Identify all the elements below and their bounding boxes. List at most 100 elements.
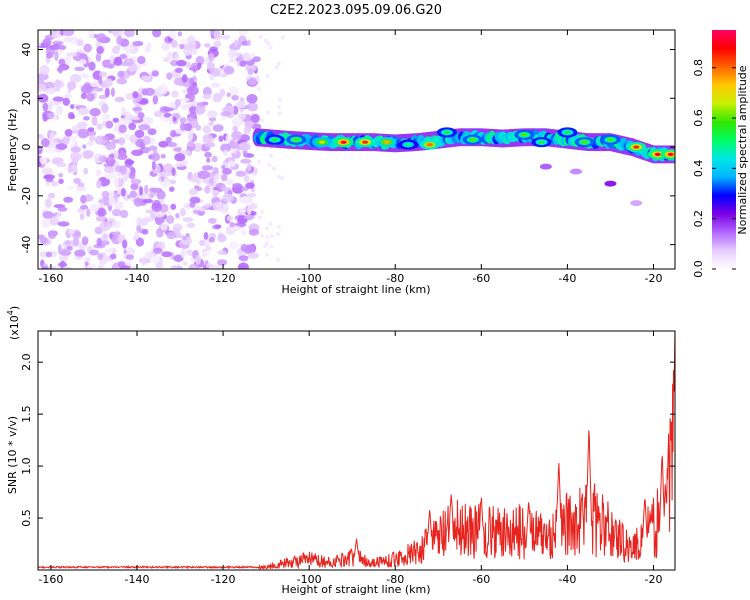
heatmap-cell xyxy=(235,170,246,177)
heatmap-cell xyxy=(244,214,255,220)
heatmap-cell xyxy=(38,145,42,151)
heatmap-cell xyxy=(107,189,115,199)
heatmap-cell xyxy=(134,230,140,240)
heatmap-cell xyxy=(73,231,81,237)
heatmap-cell xyxy=(43,174,55,180)
heatmap-cell xyxy=(58,45,67,50)
heatmap-cell xyxy=(147,128,157,136)
heatmap-cell xyxy=(179,208,186,217)
heatmap-cell xyxy=(161,251,173,258)
heatmap-cell xyxy=(208,116,217,122)
heatmap-cell xyxy=(113,200,123,210)
heatmap-cell xyxy=(56,213,61,220)
heatmap-cell xyxy=(204,141,216,148)
heatmap-cell xyxy=(188,188,199,196)
colorbar-gradient xyxy=(712,30,736,269)
heatmap-cell xyxy=(132,41,140,47)
heatmap-cell xyxy=(64,128,73,137)
heatmap-cell xyxy=(163,163,174,174)
heatmap-cell xyxy=(156,190,166,200)
heatmap-cell xyxy=(179,117,187,124)
heatmap-cell xyxy=(201,251,211,256)
heatmap-cell xyxy=(74,66,85,72)
heatmap-cell xyxy=(144,87,155,96)
heatmap-cell xyxy=(54,50,59,61)
heatmap-cell xyxy=(202,125,212,134)
heatmap-cell xyxy=(246,94,258,104)
heatmap-cell xyxy=(264,252,269,257)
heatmap-cell xyxy=(96,123,103,130)
heatmap-cell xyxy=(109,253,117,260)
heatmap-cell xyxy=(133,197,143,207)
heatmap-cell xyxy=(38,41,42,47)
heatmap-cell xyxy=(45,52,54,59)
heatmap-cell xyxy=(96,33,107,43)
heatmap-cell xyxy=(183,43,193,50)
heatmap-cell xyxy=(95,42,102,48)
heatmap-cell xyxy=(174,153,186,162)
heatmap-cell xyxy=(44,87,56,95)
heatmap-cell xyxy=(63,36,74,43)
heatmap-cell xyxy=(203,232,209,241)
heatmap-cell xyxy=(38,72,49,81)
heatmap-cell xyxy=(173,147,182,152)
heatmap-cell xyxy=(124,30,135,38)
heatmap-cell xyxy=(155,227,164,238)
heatmap-cell xyxy=(170,59,179,67)
heatmap-cell xyxy=(239,207,245,213)
heatmap-cell xyxy=(250,114,260,124)
colorbar-label: Normalized spectral amplitude xyxy=(736,65,749,234)
snr-panel: -160 -140 -120 -100 -80 -60 -40 -20 0.5 1.0 1.5 2.0… xyxy=(6,306,676,596)
heatmap-cell xyxy=(188,263,199,269)
heatmap-cell xyxy=(240,229,247,236)
heatmap-cell xyxy=(131,149,144,156)
heatmap-cell xyxy=(186,85,199,96)
heatmap-cell xyxy=(58,58,66,66)
heatmap-cell xyxy=(181,150,192,155)
heatmap-cell xyxy=(98,155,108,162)
heatmap-cell xyxy=(88,61,96,71)
heatmap-cell xyxy=(95,52,102,62)
heatmap-cell xyxy=(135,237,145,247)
heatmap-cell xyxy=(269,244,274,249)
colorbar-tick-label: 0.2 xyxy=(692,210,705,228)
heatmap-cell xyxy=(83,43,92,53)
heatmap-cell xyxy=(192,65,197,73)
heatmap-cell xyxy=(128,172,136,180)
heatmap-cell xyxy=(238,196,250,204)
heatmap-cell xyxy=(227,160,236,168)
heatmap-cell xyxy=(84,257,91,263)
heatmap-cell xyxy=(101,103,109,114)
heatmap-cell xyxy=(165,136,172,144)
heatmap-cell xyxy=(45,251,53,258)
snr-ytick-label: 0.5 xyxy=(20,509,33,527)
heatmap-cell xyxy=(76,121,88,130)
heatmap-cell xyxy=(117,137,126,146)
heatmap-cell xyxy=(87,263,97,269)
ridge-peak xyxy=(405,143,412,147)
heatmap-cell xyxy=(130,183,139,190)
heatmap-cell xyxy=(231,117,244,127)
heatmap-cell xyxy=(221,185,226,191)
colorbar-tick-label: 0.4 xyxy=(692,160,705,178)
heatmap-cell xyxy=(170,203,177,210)
heatmap-cell xyxy=(127,194,132,199)
heatmap-cell xyxy=(154,215,165,226)
snr-plot-area xyxy=(38,331,675,570)
heatmap-cell xyxy=(47,101,53,111)
heatmap-cell xyxy=(186,222,196,228)
heatmap-cell xyxy=(65,52,78,57)
heatmap-cell xyxy=(242,149,248,158)
heatmap-cell xyxy=(86,140,94,147)
spectrogram-xtick-label: -160 xyxy=(38,272,63,285)
heatmap-cell xyxy=(148,145,158,151)
heatmap-cell xyxy=(243,175,250,183)
heatmap-cell xyxy=(206,157,211,163)
heatmap-cell xyxy=(276,257,281,262)
spectrogram-ytick-label: 20 xyxy=(20,91,33,105)
heatmap-cell xyxy=(196,176,202,186)
heatmap-cell xyxy=(269,233,274,238)
ridge-peak xyxy=(521,133,528,137)
heatmap-cell xyxy=(116,35,123,45)
heatmap-cell xyxy=(126,247,136,255)
